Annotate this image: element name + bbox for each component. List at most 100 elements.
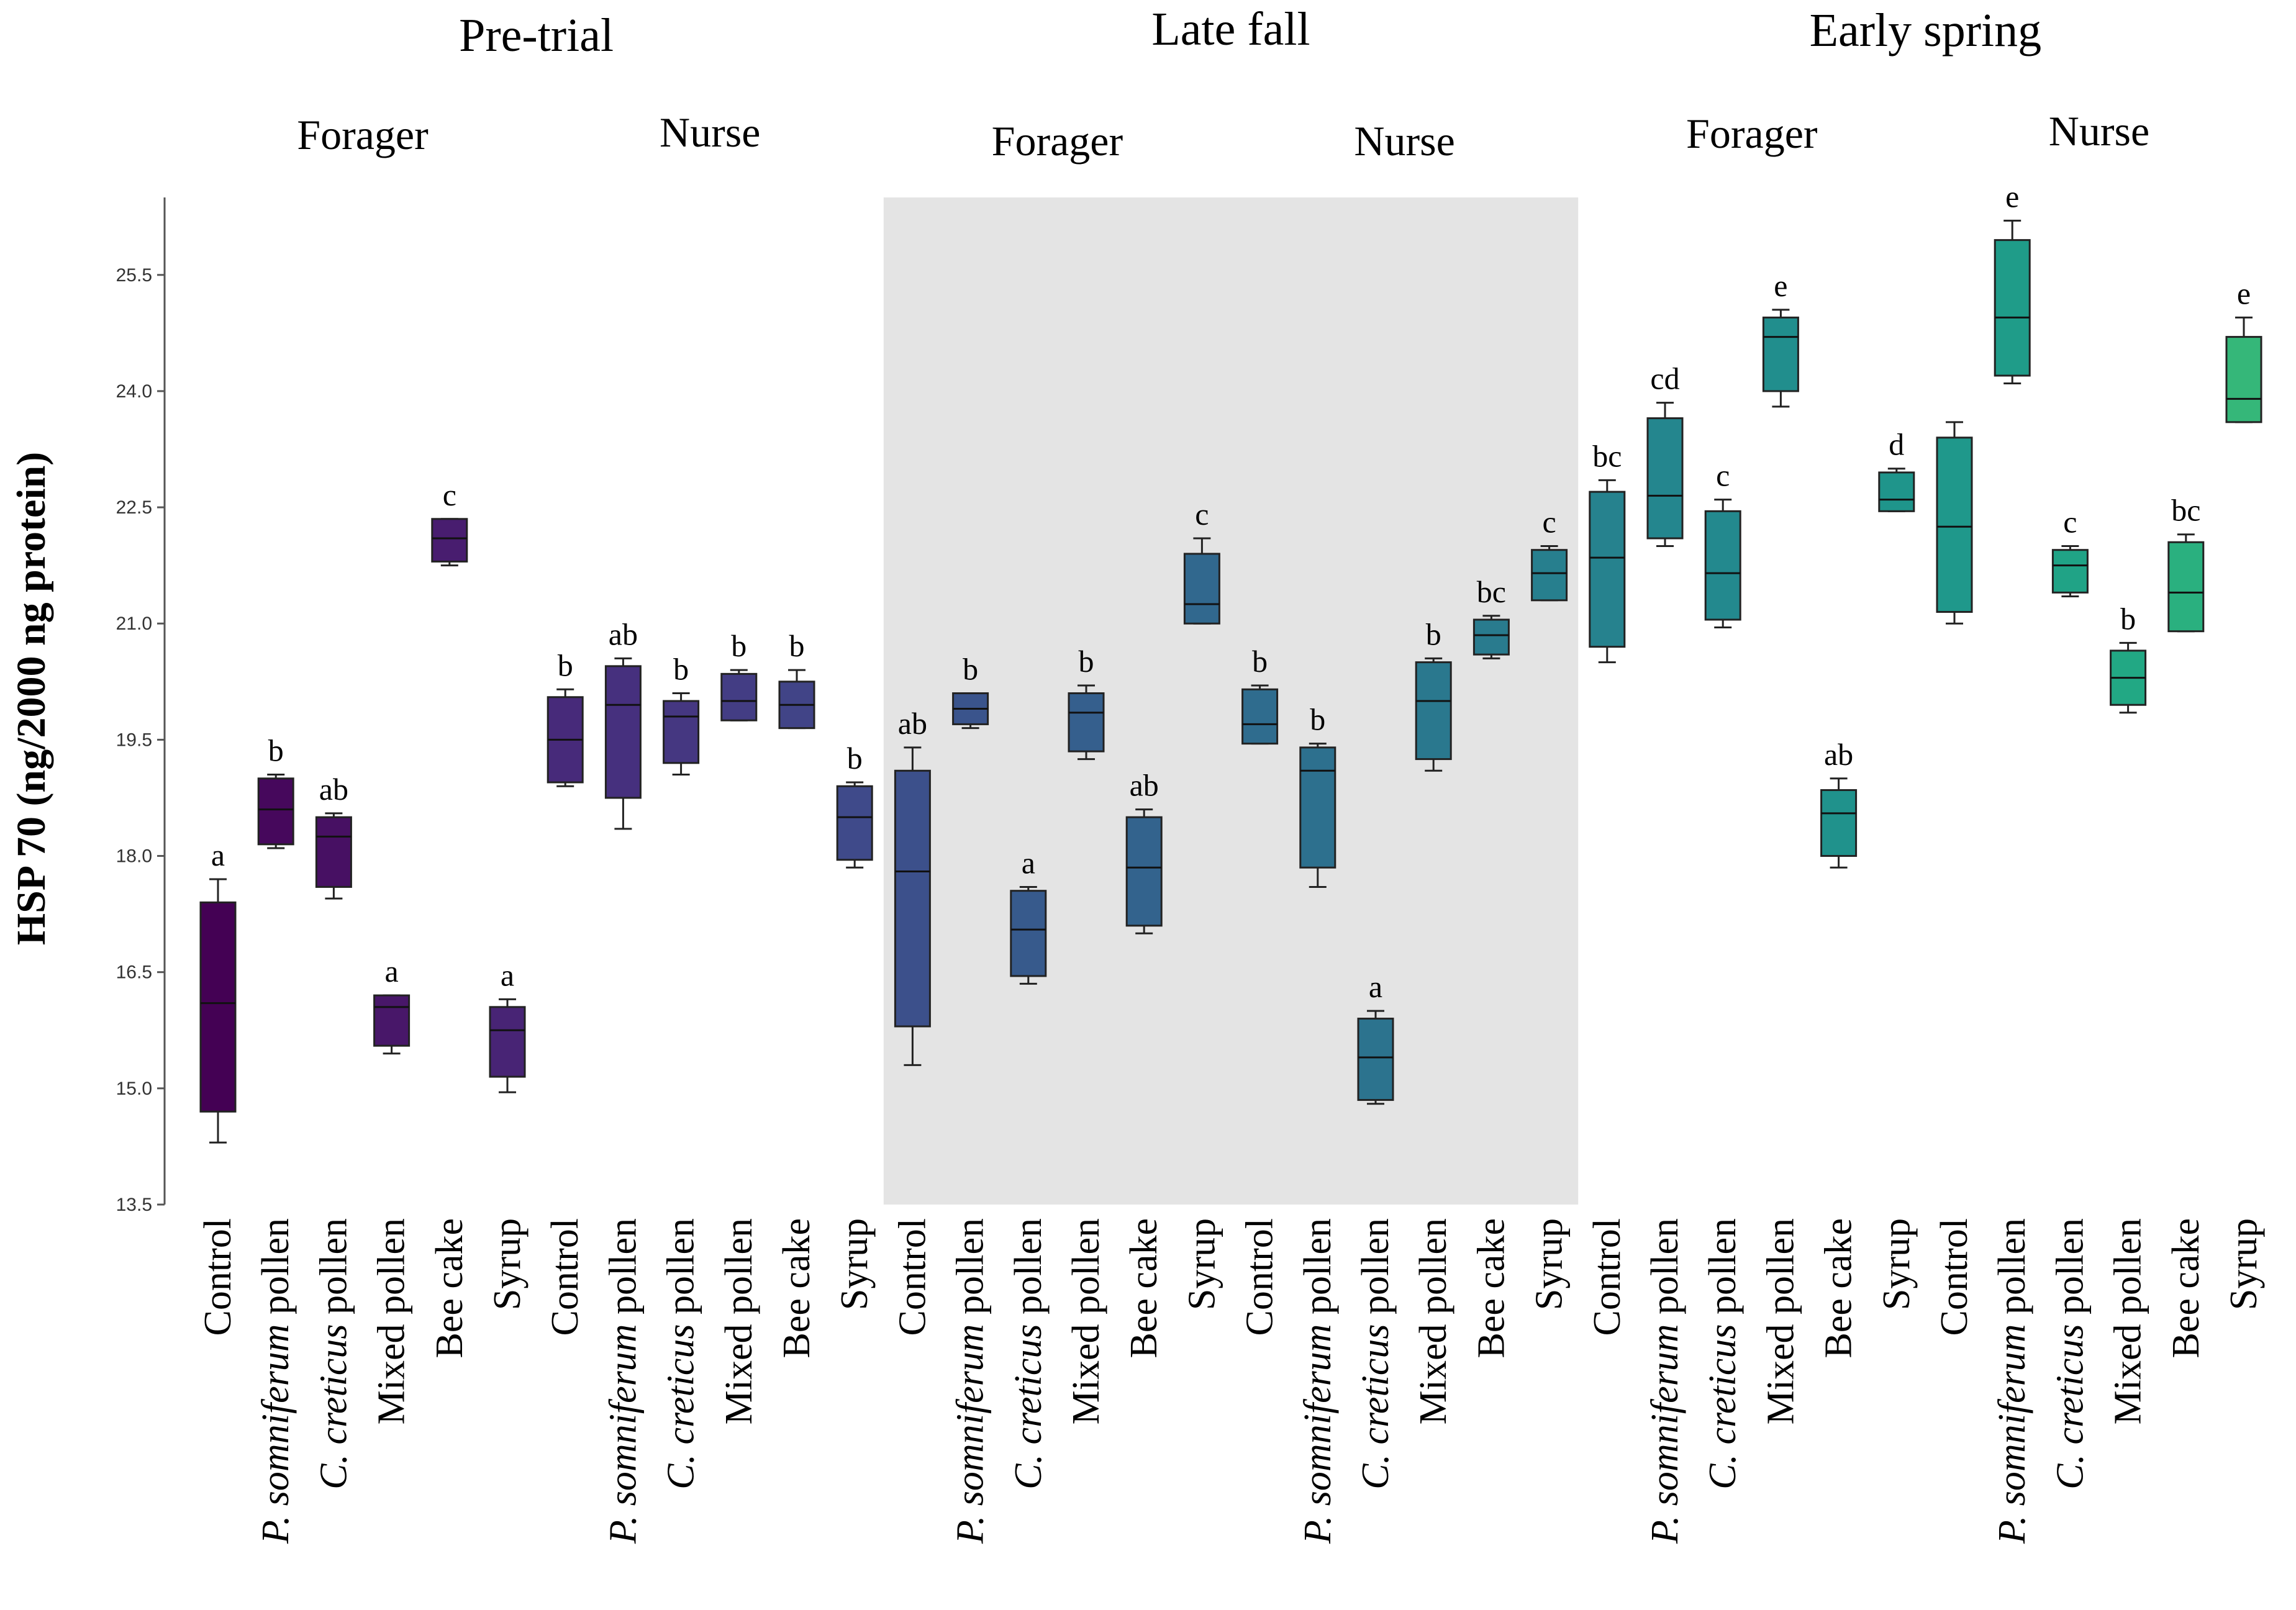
significance-letter: ab <box>609 617 638 651</box>
significance-letter: b <box>268 733 284 768</box>
significance-letter: b <box>558 648 573 682</box>
category-label: Bee cake <box>429 1218 471 1358</box>
box-iqr <box>836 785 873 861</box>
category-label: C. creticus pollen <box>660 1218 702 1490</box>
box-29: ab <box>1820 737 1858 869</box>
significance-letter: bc <box>2171 493 2200 528</box>
category-label: Syrup <box>1181 1218 1223 1310</box>
category-label: Control <box>1239 1218 1281 1336</box>
category-label: Bee cake <box>1818 1218 1860 1358</box>
significance-letter: a <box>211 838 225 872</box>
category-label: Mixed pollen <box>371 1218 413 1424</box>
box-iqr <box>894 769 931 1028</box>
box-iqr <box>1357 1018 1394 1101</box>
y-tick-label: 21.0 <box>116 613 152 634</box>
box-iqr <box>1820 789 1858 857</box>
category-label: Syrup <box>1528 1218 1571 1310</box>
category-label: P. somniferum pollen <box>950 1218 992 1544</box>
box-28: e <box>1762 268 1799 408</box>
box-iqr <box>1241 688 1279 745</box>
category-label: Control <box>197 1218 239 1336</box>
box-iqr <box>489 1006 526 1078</box>
box-7: b <box>547 648 584 787</box>
category-label: Mixed pollen <box>1759 1218 1802 1424</box>
significance-letter: c <box>443 477 456 512</box>
box-iqr <box>720 672 758 721</box>
category-label: P. somniferum pollen <box>1644 1218 1686 1544</box>
shaded-period-background <box>883 197 1579 1205</box>
box-26: cd <box>1646 361 1684 547</box>
shade-layer <box>883 197 1579 1205</box>
box-14: b <box>952 652 989 730</box>
box-iqr <box>604 665 642 799</box>
box-iqr <box>1646 417 1684 540</box>
box-33: c <box>2051 504 2089 598</box>
box-8: ab <box>604 617 642 830</box>
significance-letter: b <box>1310 702 1325 737</box>
box-iqr <box>1068 692 1105 753</box>
group-label: Forager <box>1686 110 1818 157</box>
box-16: b <box>1068 644 1105 761</box>
box-iqr <box>2051 549 2089 594</box>
label-layer: Control P. somniferum pollen C. creticus p… <box>197 3 2265 1544</box>
category-label: C. creticus pollen <box>1354 1218 1397 1490</box>
significance-letter: ab <box>1130 768 1159 803</box>
box-iqr <box>2225 336 2262 423</box>
period-label: Pre-trial <box>459 9 614 61</box>
box-4: a <box>373 954 411 1055</box>
significance-letter: b <box>963 652 978 687</box>
category-label: Control <box>1933 1218 1976 1336</box>
box-iqr <box>1936 436 1973 613</box>
significance-letter: d <box>1889 427 1904 462</box>
y-tick-label: 19.5 <box>116 730 152 750</box>
category-label: Syrup <box>833 1218 876 1310</box>
significance-letter: b <box>673 652 689 687</box>
category-label: P. somniferum pollen <box>255 1218 297 1544</box>
category-label: Mixed pollen <box>1065 1218 1107 1424</box>
box-11: b <box>778 628 815 730</box>
category-label: Mixed pollen <box>718 1218 760 1424</box>
box-12: b <box>836 741 873 869</box>
box-6: a <box>489 957 526 1093</box>
y-tick-label: 16.5 <box>116 962 152 983</box>
box-iqr <box>1994 239 2031 377</box>
period-label: Early spring <box>1810 4 2042 57</box>
significance-letter: ab <box>1824 737 1853 772</box>
category-label: P. somniferum pollen <box>1991 1218 2033 1544</box>
significance-letter: b <box>847 741 863 776</box>
box-iqr <box>431 518 468 563</box>
significance-letter: c <box>2063 504 2077 539</box>
significance-letter: a <box>1369 969 1382 1004</box>
category-label: Mixed pollen <box>1412 1218 1454 1424</box>
category-label: P. somniferum pollen <box>602 1218 644 1544</box>
box-10: b <box>720 628 758 721</box>
significance-letter: c <box>1195 497 1209 531</box>
significance-letter: b <box>1252 644 1268 679</box>
significance-letter: e <box>2005 179 2019 214</box>
box-iqr <box>1531 549 1568 602</box>
box-34: b <box>2110 601 2147 714</box>
box-iqr <box>1704 510 1741 621</box>
y-tick-label: 22.5 <box>116 497 152 518</box>
box-iqr <box>1415 661 1452 761</box>
box-iqr <box>1010 890 1047 977</box>
box-9: b <box>663 652 700 776</box>
significance-letter: bc <box>1477 574 1506 609</box>
box-18: c <box>1183 497 1220 625</box>
category-label: Bee cake <box>776 1218 818 1358</box>
y-tick-label: 18.0 <box>116 846 152 867</box>
box-30: d <box>1878 427 1915 512</box>
group-label: Nurse <box>660 109 760 156</box>
category-label: C. creticus pollen <box>2049 1218 2091 1490</box>
category-label: Control <box>544 1218 586 1336</box>
box-35: bc <box>2167 493 2205 633</box>
y-tick-label: 13.5 <box>116 1195 152 1215</box>
y-tick-label: 15.0 <box>116 1079 152 1099</box>
group-label: Nurse <box>1354 117 1454 165</box>
y-axis-title: HSP 70 (ng/2000 ng protein) <box>9 452 54 946</box>
significance-letter: b <box>731 628 746 663</box>
box-31 <box>1936 421 1973 625</box>
box-32: e <box>1994 179 2031 384</box>
